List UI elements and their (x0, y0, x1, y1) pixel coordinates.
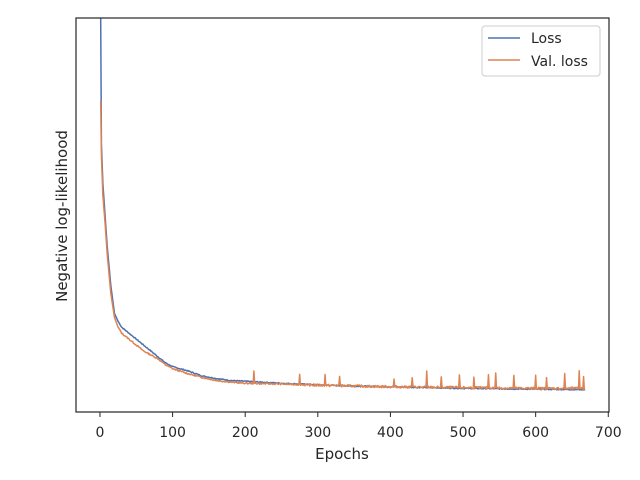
y-axis-label: Negative log-likelihood (53, 130, 71, 302)
x-axis-label: Epochs (315, 445, 369, 463)
plot-series (99, 17, 586, 391)
x-tick-label: 200 (232, 425, 259, 441)
legend-label-loss: Loss (531, 31, 562, 47)
x-tick-label: 700 (595, 425, 622, 441)
x-tick-label: 600 (522, 425, 549, 441)
x-tick-label: 400 (377, 425, 404, 441)
plot-frame (75, 17, 610, 413)
legend-label-val-loss: Val. loss (531, 54, 588, 70)
x-tick-label: 0 (96, 425, 105, 441)
series-line-val-loss (99, 100, 586, 391)
legend: Loss Val. loss (481, 25, 601, 77)
x-tick-label: 500 (450, 425, 477, 441)
x-tick-label: 100 (159, 425, 186, 441)
x-tick-label: 300 (304, 425, 331, 441)
x-ticks: 0 100 200 300 400 500 600 700 (96, 412, 622, 441)
